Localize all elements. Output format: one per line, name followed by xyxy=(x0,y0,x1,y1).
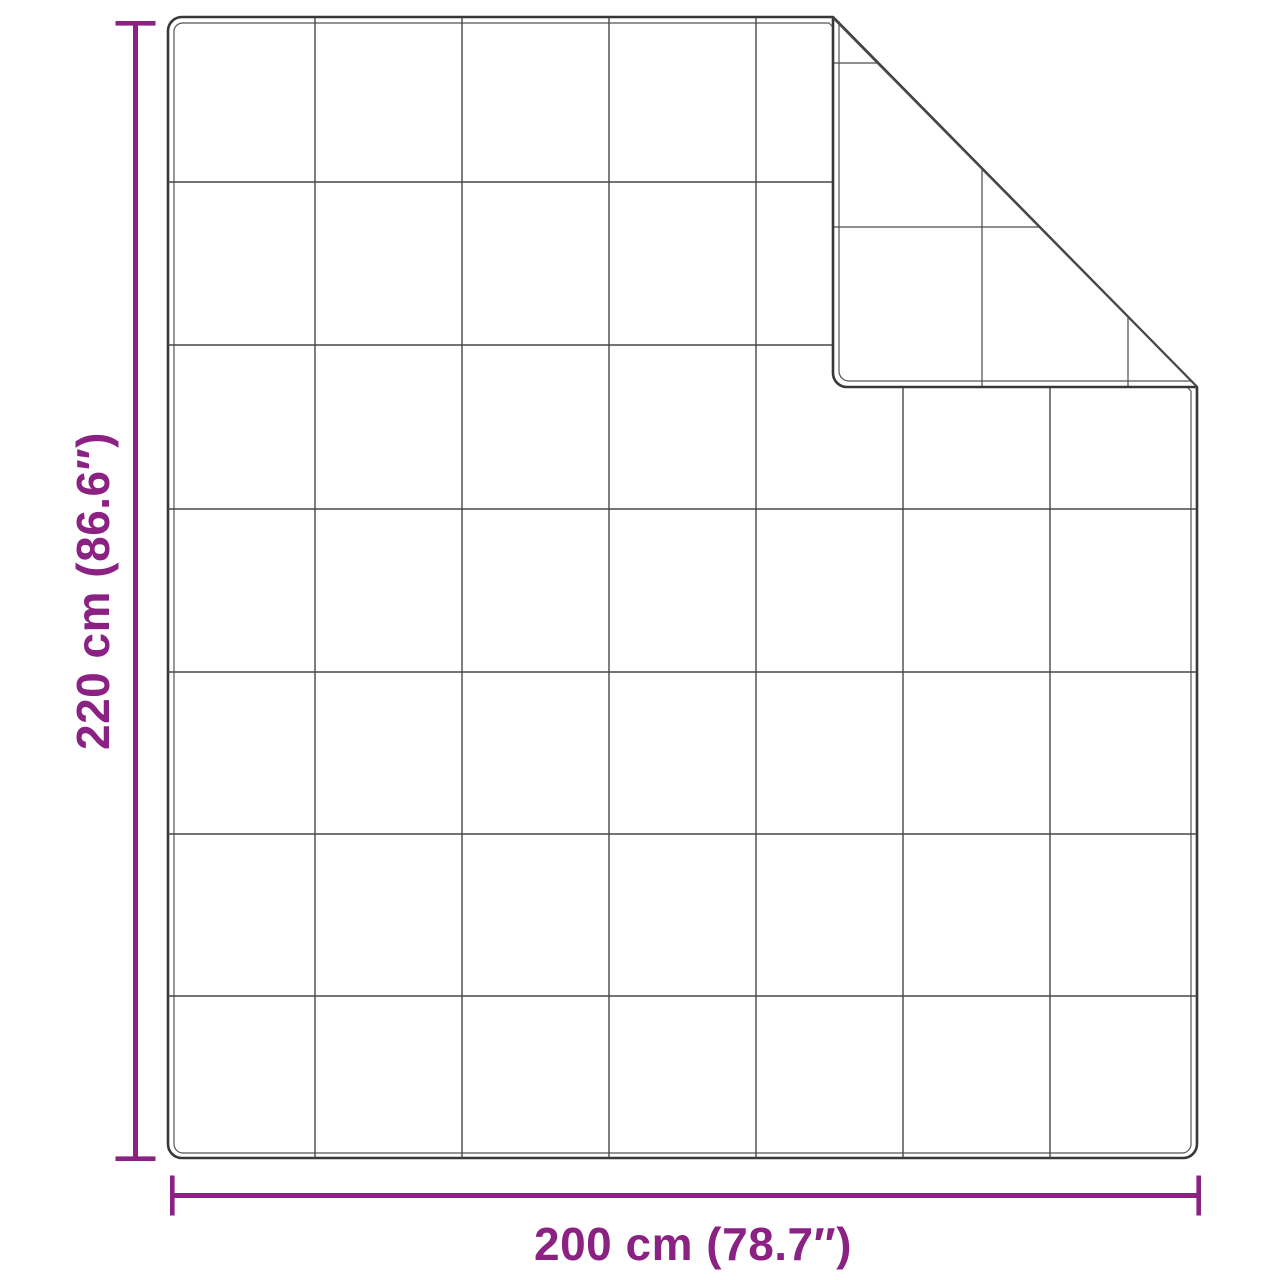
height-dimension-bottom-cap xyxy=(115,1156,156,1161)
fold-flap-inner-hem-line xyxy=(838,21,1192,382)
blanket-outline xyxy=(166,15,1199,1160)
width-dimension-label: 200 cm (78.7″) xyxy=(534,1218,852,1270)
quilt-grid-vertical-seams xyxy=(314,17,1051,1158)
quilt-grid-horizontal-seams xyxy=(168,181,1197,997)
width-dimension-line xyxy=(172,1193,1199,1198)
fold-crease-line xyxy=(832,17,1198,388)
height-dimension-label: 220 cm (86.6″) xyxy=(67,432,119,750)
height-dimension-line xyxy=(133,24,138,1159)
width-dimension-right-cap xyxy=(1196,1175,1201,1216)
fold-flap xyxy=(831,17,1198,389)
dimension-annotations: 220 cm (86.6″) 200 cm (78.7″) xyxy=(67,21,1201,1270)
width-dimension: 200 cm (78.7″) xyxy=(170,1175,1201,1270)
height-dimension-top-cap xyxy=(115,21,156,26)
blanket-inner-hem-line xyxy=(173,22,1192,1154)
fold-flap-edge xyxy=(831,18,1197,389)
width-dimension-left-cap xyxy=(170,1175,175,1216)
blanket xyxy=(166,15,1199,1160)
height-dimension: 220 cm (86.6″) xyxy=(67,21,156,1161)
flap-quilt-seams xyxy=(833,62,1129,387)
